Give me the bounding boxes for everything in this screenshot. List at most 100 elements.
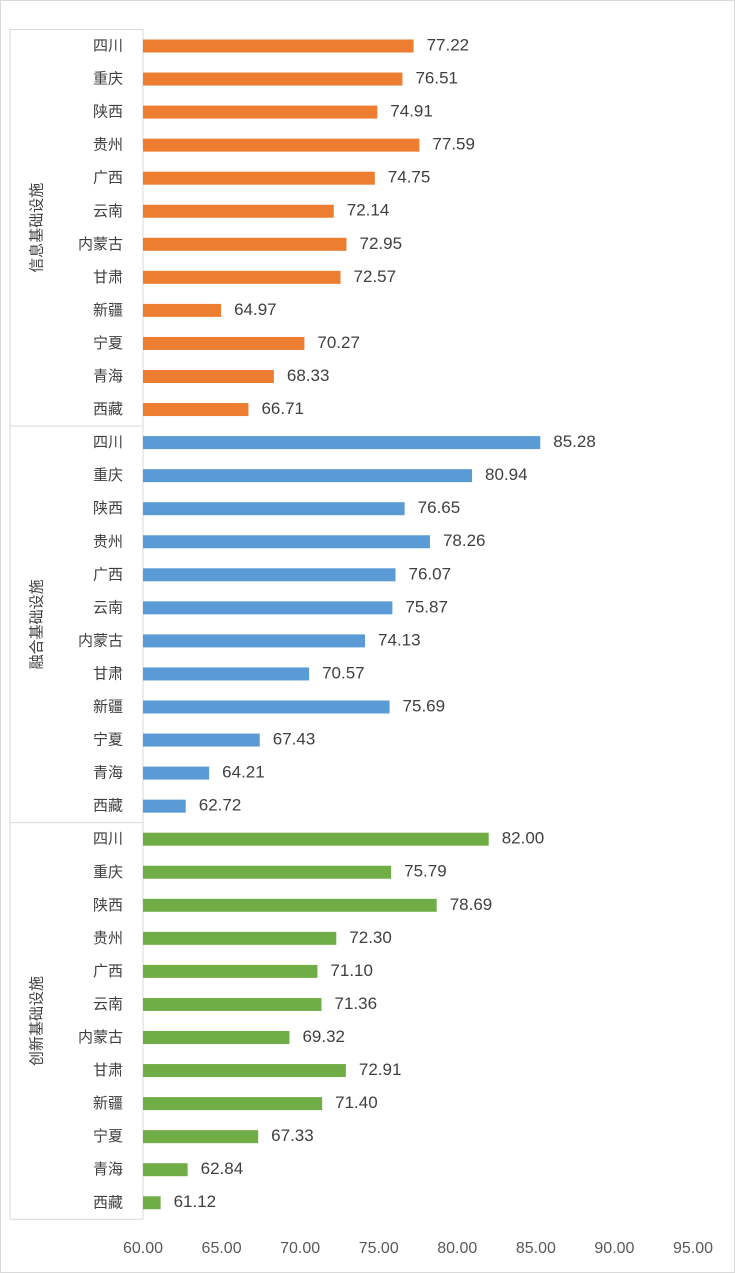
category-label: 甘肃 bbox=[93, 664, 123, 682]
data-label: 68.33 bbox=[287, 366, 330, 385]
data-label: 78.26 bbox=[443, 531, 486, 550]
x-tick-label: 80.00 bbox=[437, 1240, 477, 1257]
category-label: 四川 bbox=[93, 830, 123, 848]
x-tick-label: 65.00 bbox=[202, 1240, 242, 1257]
category-label: 甘肃 bbox=[93, 1061, 123, 1079]
x-tick-label: 75.00 bbox=[359, 1240, 399, 1257]
category-label: 宁夏 bbox=[93, 731, 123, 749]
x-tick-label: 70.00 bbox=[280, 1240, 320, 1257]
category-label: 广西 bbox=[93, 169, 123, 187]
bar bbox=[143, 39, 414, 53]
group-label: 融合基础设施 bbox=[28, 579, 46, 669]
bar bbox=[143, 469, 473, 483]
category-label: 四川 bbox=[93, 37, 123, 55]
category-label: 新疆 bbox=[93, 301, 123, 319]
data-label: 75.87 bbox=[405, 597, 448, 616]
group-label: 创新基础设施 bbox=[28, 976, 46, 1066]
data-label: 82.00 bbox=[502, 829, 545, 848]
category-label: 西藏 bbox=[93, 400, 123, 418]
category-label: 贵州 bbox=[93, 929, 123, 947]
category-label: 重庆 bbox=[93, 466, 123, 484]
data-label: 72.91 bbox=[359, 1060, 402, 1079]
data-label: 77.22 bbox=[427, 35, 470, 54]
bar bbox=[143, 1130, 259, 1144]
data-label: 72.95 bbox=[360, 234, 403, 253]
data-label: 70.57 bbox=[322, 663, 365, 682]
category-label: 贵州 bbox=[93, 136, 123, 154]
category-label: 云南 bbox=[93, 202, 123, 220]
bar bbox=[143, 1097, 323, 1111]
bar bbox=[143, 535, 430, 549]
bar bbox=[143, 997, 322, 1011]
category-label: 广西 bbox=[93, 565, 123, 583]
data-label: 72.57 bbox=[354, 267, 397, 286]
group-label: 信息基础设施 bbox=[28, 183, 46, 273]
category-label: 重庆 bbox=[93, 70, 123, 88]
data-label: 64.21 bbox=[222, 763, 265, 782]
category-label: 四川 bbox=[93, 433, 123, 451]
x-tick-label: 90.00 bbox=[594, 1240, 634, 1257]
bar bbox=[143, 832, 489, 846]
bar bbox=[143, 138, 420, 152]
data-label: 76.51 bbox=[415, 69, 458, 88]
x-tick-label: 85.00 bbox=[516, 1240, 556, 1257]
bar bbox=[143, 898, 437, 912]
bar bbox=[143, 667, 310, 681]
category-label: 重庆 bbox=[93, 863, 123, 881]
category-label: 新疆 bbox=[93, 1094, 123, 1112]
bar bbox=[143, 270, 341, 284]
data-label: 75.79 bbox=[404, 862, 447, 881]
data-label: 85.28 bbox=[553, 432, 596, 451]
data-label: 71.36 bbox=[335, 994, 378, 1013]
data-label: 74.75 bbox=[388, 168, 431, 187]
bar bbox=[143, 336, 305, 350]
data-label: 71.10 bbox=[330, 961, 373, 980]
axis-layer bbox=[9, 28, 144, 1220]
bar bbox=[143, 964, 318, 978]
data-label: 74.91 bbox=[390, 102, 433, 121]
data-label: 67.43 bbox=[273, 730, 316, 749]
data-label: 67.33 bbox=[271, 1126, 314, 1145]
bar bbox=[143, 1031, 290, 1044]
category-label: 内蒙古 bbox=[78, 235, 123, 253]
category-label: 陕西 bbox=[93, 499, 123, 517]
bar bbox=[143, 204, 334, 218]
bars-layer bbox=[143, 39, 541, 1210]
bar bbox=[143, 237, 347, 251]
data-label: 75.69 bbox=[403, 696, 446, 715]
category-label: 贵州 bbox=[93, 532, 123, 550]
category-label: 西藏 bbox=[93, 797, 123, 815]
bar bbox=[143, 865, 392, 879]
x-tick-label: 60.00 bbox=[123, 1240, 163, 1257]
data-label: 61.12 bbox=[174, 1192, 217, 1211]
category-label: 陕西 bbox=[93, 896, 123, 914]
bar bbox=[143, 1163, 188, 1177]
bar bbox=[143, 105, 378, 119]
bar bbox=[143, 1064, 346, 1078]
bar bbox=[143, 171, 375, 185]
bar bbox=[143, 502, 405, 516]
bar bbox=[143, 303, 222, 317]
data-label: 69.32 bbox=[302, 1027, 345, 1046]
bar bbox=[143, 568, 396, 582]
bar bbox=[143, 931, 337, 945]
bar bbox=[143, 700, 390, 714]
data-label: 64.97 bbox=[234, 300, 277, 319]
category-label: 青海 bbox=[93, 1160, 123, 1178]
category-label: 新疆 bbox=[93, 698, 123, 716]
category-label: 云南 bbox=[93, 598, 123, 616]
data-label: 70.27 bbox=[317, 333, 360, 352]
bar bbox=[143, 733, 260, 747]
category-label: 云南 bbox=[93, 995, 123, 1013]
category-label: 陕西 bbox=[93, 103, 123, 121]
bar bbox=[143, 436, 541, 450]
data-label: 71.40 bbox=[335, 1093, 378, 1112]
bar bbox=[143, 1196, 161, 1210]
category-label: 宁夏 bbox=[93, 334, 123, 352]
category-label: 内蒙古 bbox=[78, 1028, 123, 1046]
data-label: 80.94 bbox=[485, 465, 528, 484]
data-label: 62.72 bbox=[199, 796, 242, 815]
data-label: 72.30 bbox=[349, 928, 392, 947]
